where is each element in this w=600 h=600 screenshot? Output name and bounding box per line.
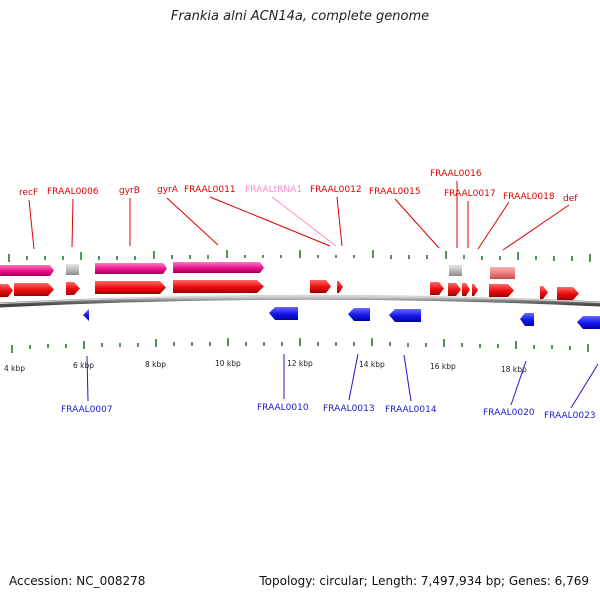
forward-gene-arrow[interactable] [462,283,470,296]
reverse-gene-arrow[interactable] [348,308,370,321]
genome-backbone [0,294,600,308]
rna-gene-arrow[interactable] [95,263,167,274]
pseudo-gene-box[interactable] [66,264,79,275]
reverse-gene-arrow[interactable] [520,313,534,326]
gene-label-gyrA[interactable]: gyrA [157,185,179,195]
forward-gene-arrow[interactable] [66,282,80,295]
gene-label-FRAAL0020[interactable]: FRAAL0020 [483,408,535,418]
misc-gene-box[interactable] [490,267,515,279]
reverse-gene-arrow[interactable] [83,309,89,321]
gene-label-FRAALtRNA1[interactable]: FRAALtRNA1 [245,185,302,195]
forward-gene-arrow[interactable] [14,283,54,296]
kbp-label: 10 kbp [215,359,241,368]
forward-gene-arrow[interactable] [337,281,343,293]
forward-gene-arrow[interactable] [489,284,514,297]
forward-gene-arrow[interactable] [448,283,461,296]
gene-label-FRAAL0007[interactable]: FRAAL0007 [61,405,113,415]
gene-label-FRAAL0014[interactable]: FRAAL0014 [385,405,437,415]
gene-label-FRAAL0016[interactable]: FRAAL0016 [430,169,482,179]
forward-gene-arrow[interactable] [472,284,478,296]
kbp-label: 14 kbp [359,360,385,369]
topology-text: Topology: circular; Length: 7,497,934 bp… [259,574,589,588]
rna-gene-arrow[interactable] [0,265,54,276]
rna-gene-track [0,262,515,279]
reverse-gene-arrow[interactable] [389,309,421,322]
gene-label-FRAAL0015[interactable]: FRAAL0015 [369,187,421,197]
reverse-gene-arrow[interactable] [577,316,600,329]
map-title: Frankia alni ACN14a, complete genome [170,9,430,24]
kbp-axis-labels: 4 kbp 6 kbp 8 kbp 10 kbp 12 kbp 14 kbp 1… [4,359,527,374]
forward-gene-arrow[interactable] [173,280,264,293]
gene-label-FRAAL0011[interactable]: FRAAL0011 [184,185,236,195]
forward-gene-arrow[interactable] [95,281,166,294]
gene-label-FRAAL0010[interactable]: FRAAL0010 [257,403,309,413]
top-gene-labels: recF FRAAL0006 gyrB gyrA FRAAL0011 FRAAL… [19,169,578,204]
gene-label-FRAAL0017[interactable]: FRAAL0017 [444,189,496,199]
upper-tick-row [8,250,591,262]
forward-gene-arrow[interactable] [557,287,579,300]
forward-gene-arrow[interactable] [0,284,13,297]
reverse-gene-track [83,307,600,329]
forward-gene-track [0,280,579,300]
forward-gene-arrow[interactable] [310,280,331,293]
gene-label-recF[interactable]: recF [19,188,38,198]
gene-label-FRAAL0013[interactable]: FRAAL0013 [323,404,375,414]
forward-gene-arrow[interactable] [430,282,444,295]
lower-tick-row [11,338,589,353]
accession-text: Accession: NC_008278 [9,574,146,588]
gene-label-FRAAL0012[interactable]: FRAAL0012 [310,185,362,195]
kbp-label: 6 kbp [73,361,94,370]
gene-label-FRAAL0023[interactable]: FRAAL0023 [544,411,596,421]
kbp-label: 8 kbp [145,360,166,369]
kbp-label: 12 kbp [287,359,313,368]
rna-gene-arrow[interactable] [173,262,264,273]
bottom-label-leaders [86,353,599,409]
top-label-leaders [28,181,570,251]
bottom-gene-labels: FRAAL0007 FRAAL0010 FRAAL0013 FRAAL0014 … [61,403,596,421]
kbp-label: 18 kbp [501,365,527,374]
forward-gene-arrow[interactable] [540,286,548,299]
pseudo-gene-box[interactable] [449,265,462,276]
kbp-label: 4 kbp [4,364,25,373]
gene-label-def[interactable]: def [563,194,578,204]
reverse-gene-arrow[interactable] [269,307,298,320]
gene-label-gyrB[interactable]: gyrB [119,186,140,196]
gene-label-FRAAL0018[interactable]: FRAAL0018 [503,192,555,202]
kbp-label: 16 kbp [430,362,456,371]
gene-label-FRAAL0006[interactable]: FRAAL0006 [47,187,99,197]
